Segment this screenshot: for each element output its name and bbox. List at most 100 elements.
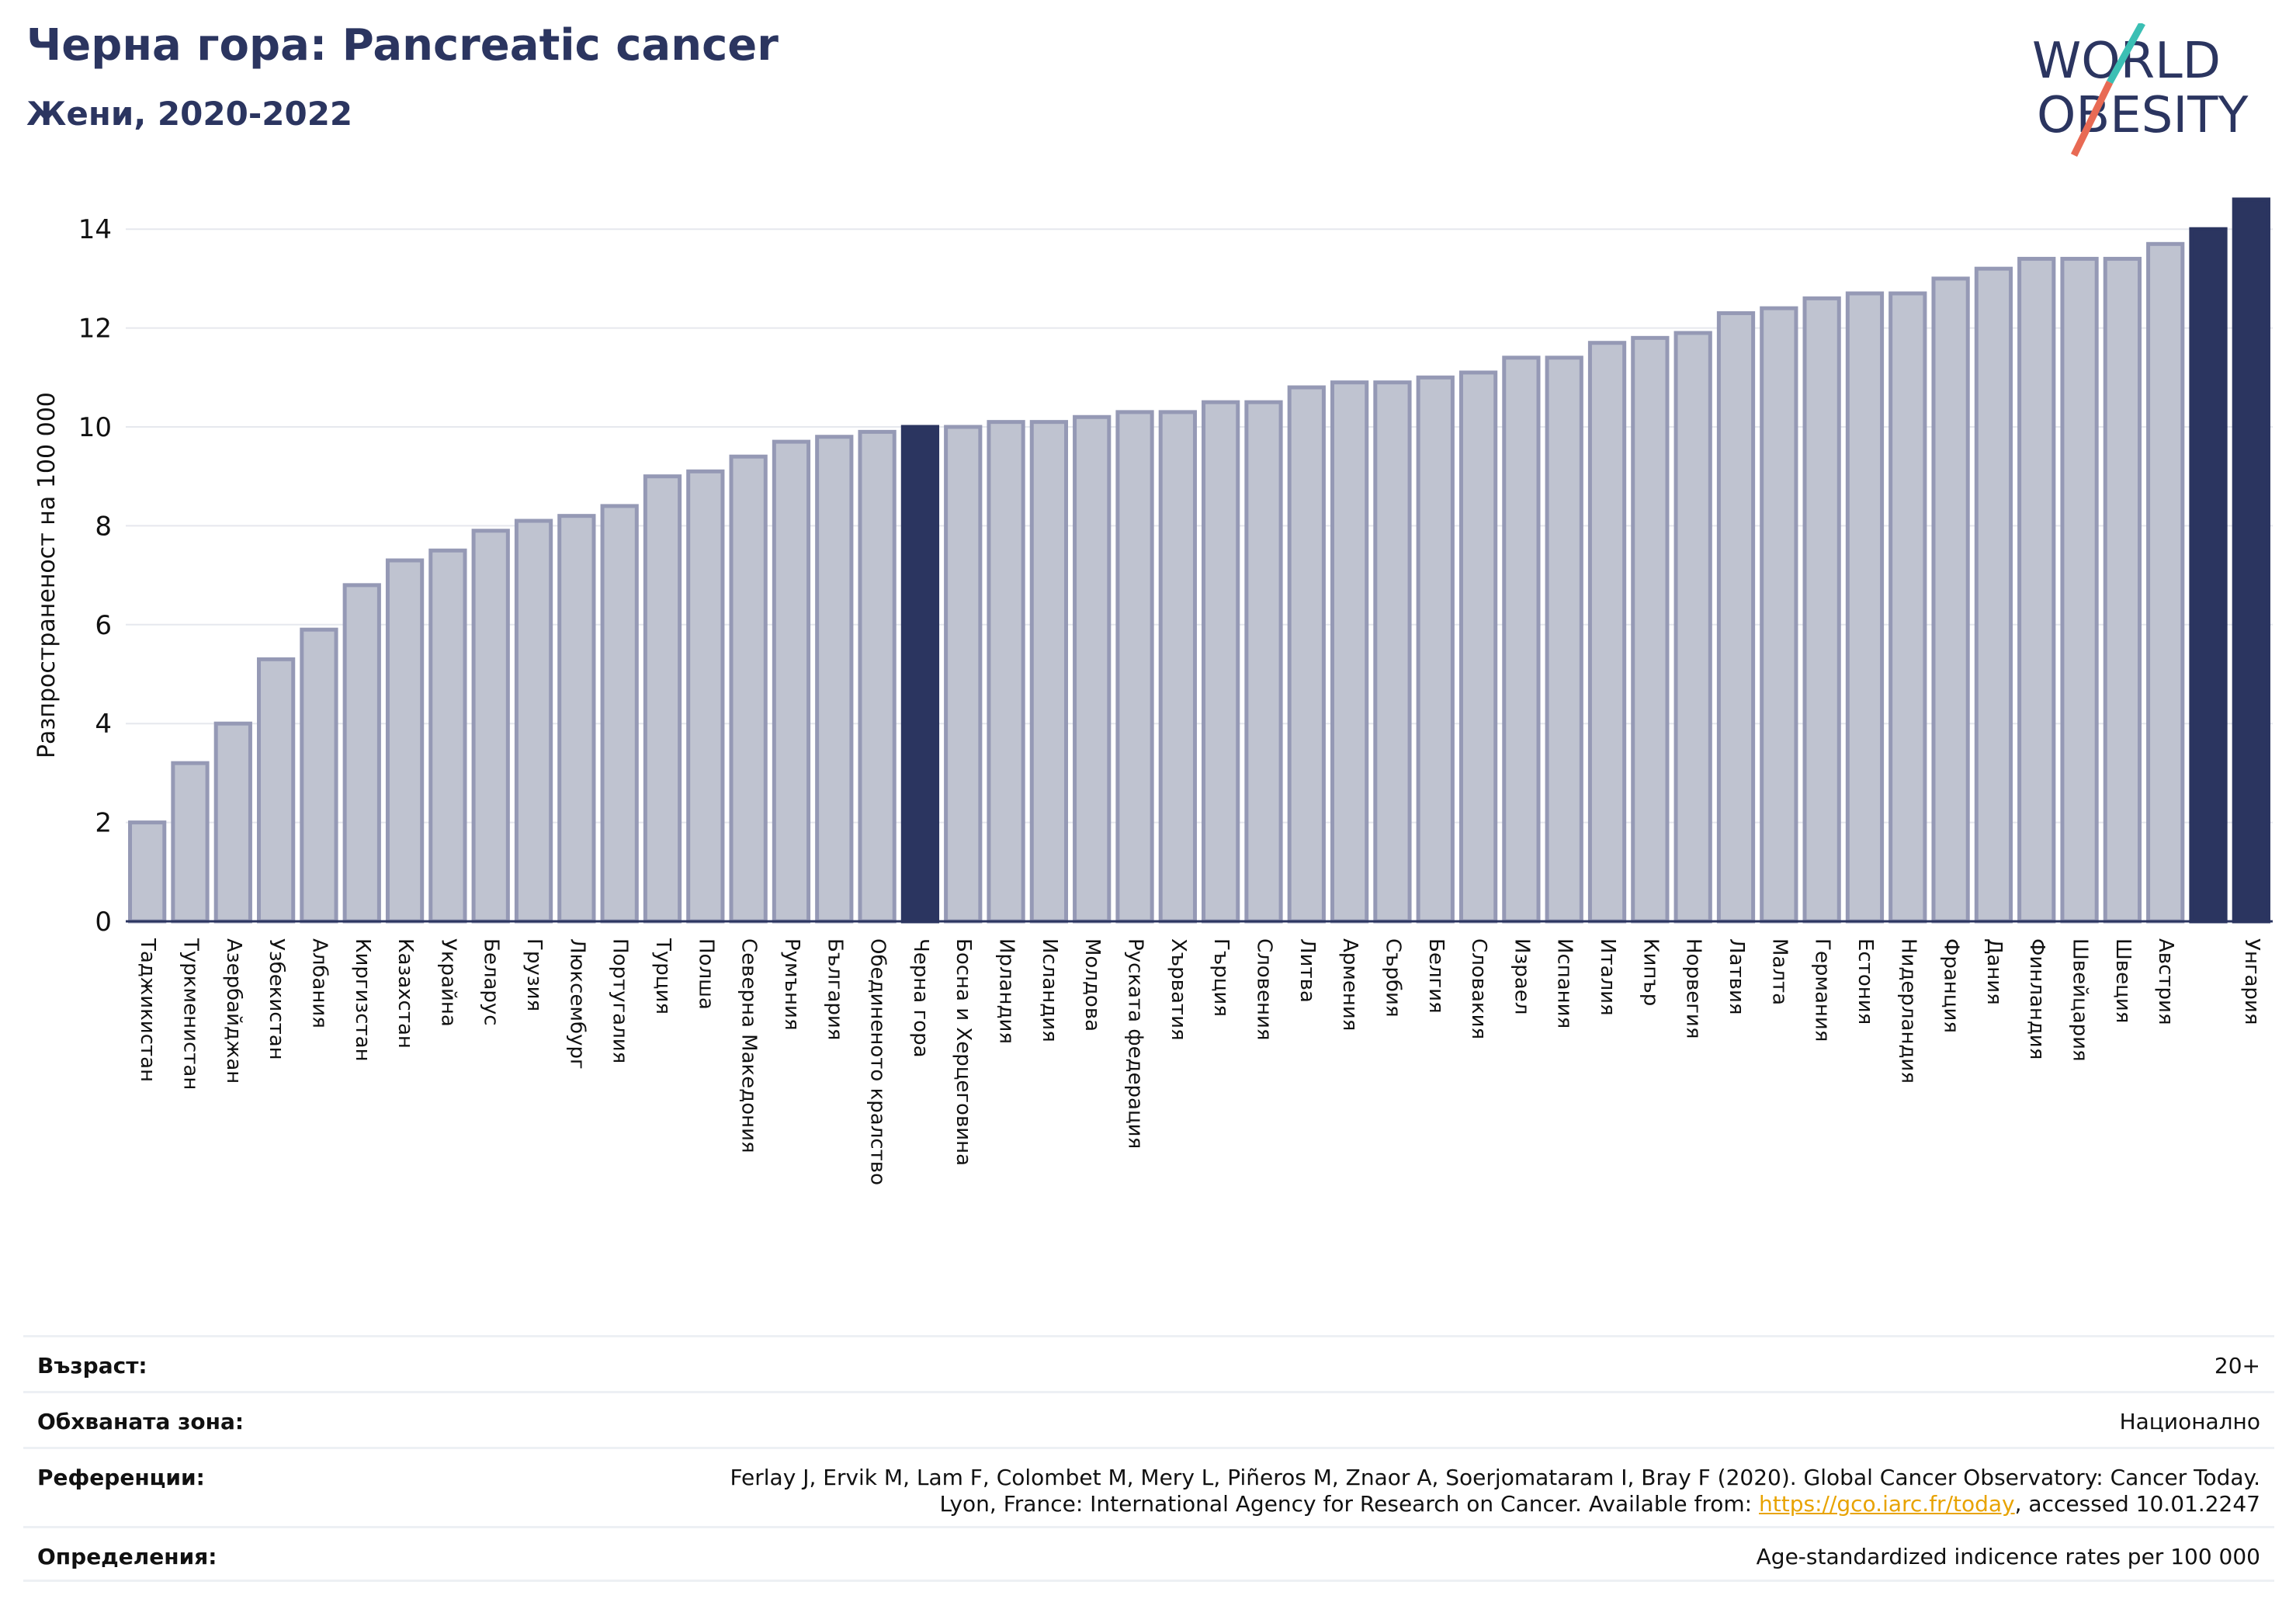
- bar: [1716, 310, 1756, 924]
- bar: [213, 721, 252, 924]
- x-tick-label: Унгария: [2240, 938, 2263, 1025]
- info-row-age: Възраст: 20+: [23, 1335, 2274, 1391]
- bar: [1802, 296, 1841, 924]
- x-tick-label: Малта: [1767, 938, 1791, 1005]
- x-tick-label: Кипър: [1639, 938, 1662, 1006]
- bar: [1458, 370, 1498, 924]
- bar: [300, 627, 338, 924]
- bar: [686, 469, 725, 924]
- y-tick-label: 12: [78, 314, 112, 345]
- bar: [1244, 400, 1283, 924]
- bar: [1373, 380, 1412, 924]
- bar: [471, 529, 510, 924]
- x-tick-label: Швеция: [2111, 938, 2135, 1023]
- x-tick-label: Финландия: [2025, 938, 2048, 1059]
- bar: [1673, 331, 1712, 924]
- x-tick-label: Белгия: [1424, 938, 1448, 1014]
- x-tick-label: Австрия: [2154, 938, 2177, 1025]
- x-tick-label: Казахстан: [394, 938, 417, 1049]
- x-tick-label: Италия: [1596, 938, 1619, 1016]
- bar: [514, 518, 553, 924]
- x-tick-label: Обединеното кралство: [866, 938, 890, 1185]
- x-tick-label: Хърватия: [1167, 938, 1190, 1041]
- references-label: Референции:: [37, 1465, 205, 1490]
- bar: [342, 583, 381, 924]
- bar: [1416, 375, 1455, 924]
- x-tick-label: Люксембург: [565, 938, 588, 1070]
- bar: [2232, 197, 2270, 924]
- bar: [1330, 380, 1369, 924]
- y-tick-label: 6: [95, 610, 112, 641]
- y-tick-label: 4: [95, 709, 112, 740]
- x-tick-label: Румъния: [780, 938, 803, 1031]
- x-tick-label: Албания: [307, 938, 331, 1028]
- x-tick-label: Сърбия: [1381, 938, 1404, 1018]
- bar: [1931, 276, 1970, 924]
- bar: [1502, 355, 1541, 924]
- x-tick-label: Босна и Херцеговина: [952, 938, 975, 1166]
- info-table: Възраст: 20+ Обхваната зона: Национално …: [23, 1335, 2274, 1582]
- bar: [643, 474, 682, 924]
- x-tick-label: Молдова: [1080, 938, 1104, 1032]
- bar: [729, 454, 768, 924]
- x-tick-label: Турция: [651, 938, 675, 1014]
- logo-slash-teal: [2107, 23, 2145, 85]
- x-tick-label: Киргизстан: [351, 938, 374, 1062]
- x-tick-label: Франция: [1940, 938, 1963, 1033]
- age-label: Възраст:: [37, 1353, 147, 1379]
- references-link[interactable]: https://gco.iarc.fr/today: [1759, 1491, 2015, 1517]
- bar: [1845, 291, 1885, 924]
- references-value: Ferlay J, Ervik M, Lam F, Colombet M, Me…: [730, 1465, 2260, 1517]
- bar: [2146, 241, 2185, 924]
- definitions-value: Age-standardized indicence rates per 100…: [1756, 1544, 2260, 1569]
- bar: [600, 504, 639, 924]
- bar: [128, 820, 167, 924]
- bar: [1888, 291, 1927, 924]
- bar: [815, 435, 854, 924]
- bar: [1631, 335, 1670, 924]
- chart-title: Черна гора: Pancreatic cancer: [26, 20, 779, 71]
- bar: [171, 761, 210, 924]
- age-value: 20+: [2214, 1353, 2260, 1379]
- bar: [2103, 256, 2142, 924]
- references-line-2-post: , accessed 10.01.2247: [2014, 1491, 2260, 1517]
- bar: [557, 514, 596, 924]
- x-tick-label: Литва: [1295, 938, 1319, 1003]
- x-tick-label: Исландия: [1038, 938, 1061, 1042]
- logo-line-world: WORLD: [2032, 33, 2221, 90]
- x-tick-label: Беларус: [480, 938, 503, 1026]
- bar: [1115, 410, 1154, 924]
- y-tick-label: 2: [95, 808, 112, 839]
- bar: [256, 657, 296, 924]
- bar: [1073, 414, 1112, 924]
- bar: [858, 429, 897, 924]
- x-tick-label: Словакия: [1467, 938, 1490, 1039]
- bar: [944, 425, 983, 924]
- bar: [2060, 256, 2099, 924]
- x-tick-label: Северна Македония: [737, 938, 761, 1153]
- definitions-label: Определения:: [37, 1544, 217, 1569]
- bar: [900, 425, 940, 924]
- bar: [1029, 420, 1069, 924]
- x-tick-label: Грузия: [522, 938, 546, 1011]
- logo-line-obesity: OBESITY: [2037, 87, 2249, 144]
- coverage-value: Национално: [2119, 1409, 2260, 1434]
- bar: [1202, 400, 1240, 924]
- x-tick-label: Норвегия: [1682, 938, 1705, 1039]
- y-tick-label: 10: [78, 412, 112, 443]
- bar: [1287, 385, 1326, 924]
- x-tick-label: Узбекистан: [265, 938, 288, 1060]
- x-tick-label: Словения: [1252, 938, 1275, 1041]
- bar: [1545, 355, 1583, 924]
- y-axis-label: Разпространеност на 100 000: [33, 392, 61, 758]
- y-tick-label: 14: [78, 214, 112, 245]
- bar: [1587, 341, 1627, 924]
- info-row-definitions: Определения: Age-standardized indicence …: [23, 1526, 2274, 1582]
- x-tick-label: Латвия: [1725, 938, 1748, 1015]
- bar: [2189, 227, 2228, 924]
- x-tick-label: Армения: [1338, 938, 1361, 1031]
- bar-chart: 0 2 4 6 8 10 12 14 Таджикистан Туркменистан Азерб…: [33, 197, 2273, 1185]
- x-tick-label: Израел: [1510, 938, 1533, 1014]
- x-tick-label: Гърция: [1209, 938, 1233, 1017]
- x-tick-label: Черна гора: [909, 938, 932, 1058]
